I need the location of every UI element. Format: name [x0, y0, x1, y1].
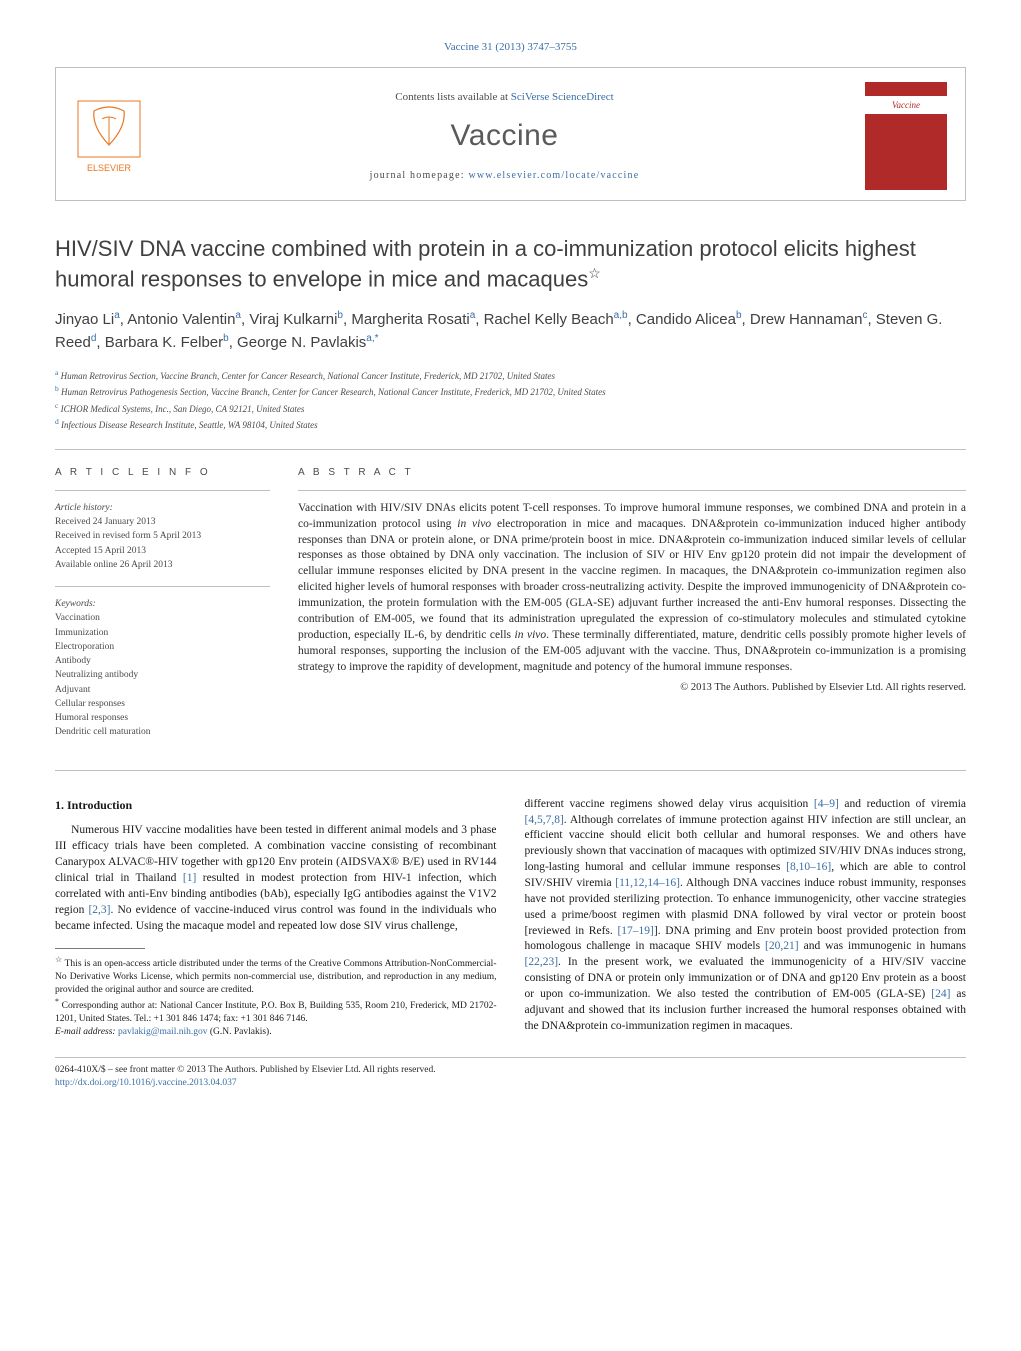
email-link[interactable]: pavlakig@mail.nih.gov	[118, 1027, 208, 1037]
article-history: Article history: Received 24 January 201…	[55, 501, 270, 572]
citation-link[interactable]: [8,10–16]	[786, 861, 831, 873]
keyword: Cellular responses	[55, 697, 270, 711]
footnote-rule	[55, 948, 145, 949]
doi-line: http://dx.doi.org/10.1016/j.vaccine.2013…	[55, 1077, 966, 1090]
affiliations: a Human Retrovirus Section, Vaccine Bran…	[55, 367, 966, 433]
citation-link[interactable]: [22,23]	[525, 956, 559, 968]
abstract-copyright: © 2013 The Authors. Published by Elsevie…	[298, 681, 966, 696]
keyword: Antibody	[55, 654, 270, 668]
abstract-text: Vaccination with HIV/SIV DNAs elicits po…	[298, 501, 966, 675]
abstract-heading: A B S T R A C T	[298, 466, 966, 480]
history-line: Received 24 January 2013	[55, 515, 270, 529]
journal-cover-thumbnail: Vaccine	[865, 82, 947, 190]
keyword: Immunization	[55, 626, 270, 640]
info-rule	[298, 490, 966, 491]
info-rule	[55, 586, 270, 587]
article-title: HIV/SIV DNA vaccine combined with protei…	[55, 235, 966, 294]
keyword: Neutralizing antibody	[55, 668, 270, 682]
affiliation-line: d Infectious Disease Research Institute,…	[55, 416, 966, 433]
doi-link[interactable]: http://dx.doi.org/10.1016/j.vaccine.2013…	[55, 1078, 237, 1088]
email-footnote: E-mail address: pavlakig@mail.nih.gov (G…	[55, 1026, 497, 1039]
history-line: Available online 26 April 2013	[55, 558, 270, 572]
history-line: Received in revised form 5 April 2013	[55, 529, 270, 543]
affiliation-line: b Human Retrovirus Pathogenesis Section,…	[55, 383, 966, 400]
journal-reference: Vaccine 31 (2013) 3747–3755	[55, 40, 966, 55]
section-rule	[55, 770, 966, 771]
citation-link[interactable]: [17–19]	[617, 925, 653, 937]
intro-paragraph: Numerous HIV vaccine modalities have bee…	[55, 823, 497, 934]
info-rule	[55, 490, 270, 491]
publisher-logo: ELSEVIER	[74, 97, 144, 175]
citation-link[interactable]: [20,21]	[765, 940, 799, 952]
affiliation-line: c ICHOR Medical Systems, Inc., San Diego…	[55, 400, 966, 417]
citation-link[interactable]: [24]	[931, 988, 950, 1000]
keyword: Adjuvant	[55, 683, 270, 697]
section-rule	[55, 449, 966, 450]
citation-link[interactable]: [2,3]	[88, 904, 110, 916]
affiliation-line: a Human Retrovirus Section, Vaccine Bran…	[55, 367, 966, 384]
journal-header: ELSEVIER Contents lists available at Sci…	[55, 67, 966, 201]
intro-paragraph: different vaccine regimens showed delay …	[525, 797, 967, 1035]
contents-available-line: Contents lists available at SciVerse Sci…	[158, 90, 851, 105]
journal-homepage-line: journal homepage: www.elsevier.com/locat…	[158, 169, 851, 183]
open-access-footnote: ☆ This is an open-access article distrib…	[55, 955, 497, 997]
citation-link[interactable]: [4–9]	[814, 798, 839, 810]
keyword: Humoral responses	[55, 711, 270, 725]
citation-link[interactable]: [1]	[183, 872, 196, 884]
history-line: Accepted 15 April 2013	[55, 544, 270, 558]
issn-line: 0264-410X/$ – see front matter © 2013 Th…	[55, 1064, 966, 1077]
author-list: Jinyao Lia, Antonio Valentina, Viraj Kul…	[55, 308, 966, 355]
corresponding-author-footnote: * Corresponding author at: National Canc…	[55, 997, 497, 1026]
footer-rule	[55, 1057, 966, 1058]
keyword: Vaccination	[55, 611, 270, 625]
journal-homepage-link[interactable]: www.elsevier.com/locate/vaccine	[468, 170, 639, 181]
citation-link[interactable]: [4,5,7,8]	[525, 814, 564, 826]
citation-link[interactable]: [11,12,14–16]	[615, 877, 680, 889]
journal-name: Vaccine	[158, 115, 851, 157]
keyword: Dendritic cell maturation	[55, 725, 270, 739]
sciencedirect-link[interactable]: SciVerse ScienceDirect	[511, 91, 614, 103]
keywords-block: Keywords: VaccinationImmunizationElectro…	[55, 597, 270, 740]
svg-text:ELSEVIER: ELSEVIER	[87, 163, 132, 173]
title-footnote-marker: ☆	[588, 265, 601, 281]
article-info-heading: A R T I C L E I N F O	[55, 466, 270, 480]
keyword: Electroporation	[55, 640, 270, 654]
section-heading-introduction: 1. Introduction	[55, 797, 497, 814]
